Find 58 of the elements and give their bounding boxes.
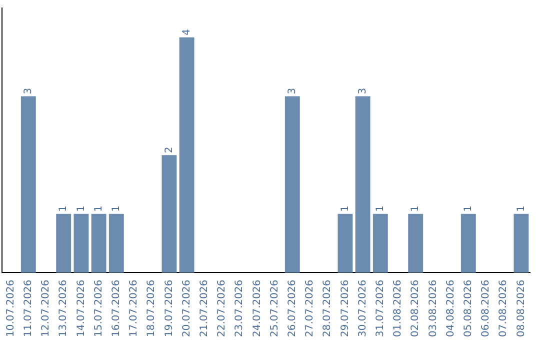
data-label: 1 xyxy=(93,206,104,212)
data-label: 3 xyxy=(357,88,368,94)
x-tick-label: 15.07.2026 xyxy=(93,280,104,338)
x-tick-label: 06.08.2026 xyxy=(480,280,492,338)
bar xyxy=(284,96,300,273)
x-tick-label: 17.07.2026 xyxy=(128,280,140,338)
bar xyxy=(179,37,194,273)
x-tick-label: 13.07.2026 xyxy=(58,280,70,338)
x-tick-label: 20.07.2026 xyxy=(181,280,192,338)
bar xyxy=(162,155,177,273)
bar xyxy=(108,214,124,273)
bar xyxy=(74,214,89,273)
x-tick-label: 11.07.2026 xyxy=(22,280,34,338)
x-tick-label: 25.07.2026 xyxy=(269,280,280,338)
data-label: 1 xyxy=(58,206,70,212)
bar xyxy=(514,214,529,273)
x-tick-label: 23.07.2026 xyxy=(234,280,246,338)
x-tick-label: 01.08.2026 xyxy=(392,280,404,338)
x-tick-label: 28.07.2026 xyxy=(322,280,334,338)
bar xyxy=(408,214,424,273)
data-label: 1 xyxy=(462,206,474,212)
data-label: 1 xyxy=(410,206,422,212)
data-label: 1 xyxy=(76,206,87,212)
bar xyxy=(355,96,370,273)
x-tick-label: 19.07.2026 xyxy=(164,280,175,338)
x-tick-label: 04.08.2026 xyxy=(445,280,456,338)
data-label: 4 xyxy=(181,29,192,36)
x-tick-label: 18.07.2026 xyxy=(146,280,158,338)
x-tick-label: 24.07.2026 xyxy=(252,280,263,338)
bar xyxy=(20,96,36,273)
data-label: 3 xyxy=(22,88,34,94)
x-tick-label: 22.07.2026 xyxy=(216,280,228,338)
x-tick-label: 02.08.2026 xyxy=(410,280,422,338)
bar xyxy=(372,214,388,273)
x-tick-label: 07.08.2026 xyxy=(498,280,510,338)
x-tick-label: 05.08.2026 xyxy=(462,280,474,338)
x-tick-label: 27.07.2026 xyxy=(304,280,316,338)
x-tick-label: 10.07.2026 xyxy=(5,280,16,338)
x-tick-label: 14.07.2026 xyxy=(76,280,87,338)
bar xyxy=(338,214,353,273)
x-tick-label: 12.07.2026 xyxy=(40,280,52,338)
x-tick-label: 31.07.2026 xyxy=(374,280,386,338)
data-label: 1 xyxy=(340,206,351,212)
x-tick-label: 30.07.2026 xyxy=(357,280,368,338)
bar xyxy=(56,214,72,273)
x-tick-label: 26.07.2026 xyxy=(286,280,298,338)
data-label: 1 xyxy=(516,206,527,212)
data-label: 1 xyxy=(374,206,386,212)
x-tick-label: 16.07.2026 xyxy=(110,280,122,338)
x-tick-label: 08.08.2026 xyxy=(516,280,527,338)
data-label: 3 xyxy=(286,88,298,94)
x-tick-label: 29.07.2026 xyxy=(340,280,351,338)
data-label: 1 xyxy=(110,206,122,212)
x-tick-label: 21.07.2026 xyxy=(198,280,210,338)
data-label: 2 xyxy=(164,146,175,154)
bar xyxy=(91,214,106,273)
x-tick-label: 03.08.2026 xyxy=(428,280,439,338)
bar xyxy=(460,214,476,273)
